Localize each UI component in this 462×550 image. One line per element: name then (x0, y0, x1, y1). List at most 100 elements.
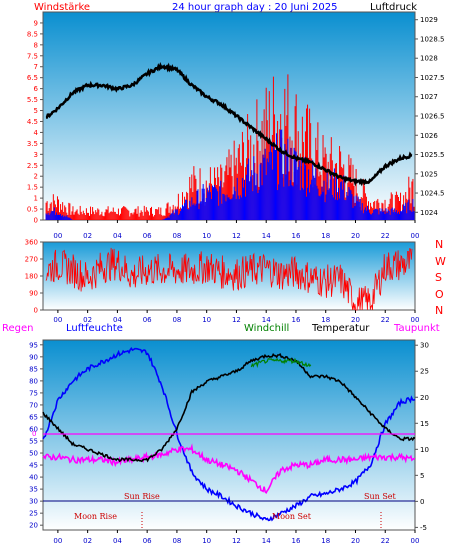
temperature-label: Temperatur (311, 323, 370, 334)
header-title: 24 hour graph day : 20 Juni 2025 (172, 2, 338, 13)
y-tick-label: 3 (34, 151, 38, 159)
y-tick-label: 1027.5 (420, 74, 445, 82)
compass-label-w: W (435, 255, 446, 268)
x-tick-label: 12 (232, 316, 241, 324)
x-tick-label: 22 (381, 537, 390, 545)
y-tick-label: 20 (29, 522, 38, 530)
y-tick-label: 360 (25, 239, 38, 247)
moon-set-label: Moon Set (272, 512, 312, 521)
x-tick-label: 04 (113, 232, 122, 240)
rain-zero-label: 0 (32, 430, 36, 438)
y-tick-label: 1026.5 (420, 113, 445, 121)
dewpoint-line (42, 443, 416, 494)
x-tick-label: 12 (232, 537, 241, 545)
y-tick-label: 85 (29, 365, 38, 373)
y-tick-label: 65 (29, 413, 38, 421)
x-tick-label: 20 (351, 316, 360, 324)
sun-rise-label: Sun Rise (124, 492, 160, 501)
x-tick-label: 14 (262, 232, 271, 240)
y-tick-label: 1024 (420, 209, 438, 217)
y-tick-label: 15 (420, 420, 429, 428)
y-tick-label: 0.5 (27, 206, 38, 214)
y-tick-label: 5 (34, 107, 38, 115)
y-tick-label: 5.5 (27, 96, 38, 104)
humidity-line (42, 347, 416, 522)
y-tick-label: 4 (34, 129, 39, 137)
y-tick-label: 270 (25, 256, 38, 264)
temperature-panel (42, 339, 416, 531)
y-tick-label: -5 (420, 524, 427, 532)
y-tick-label: 45 (29, 462, 38, 470)
sun-set-label: Sun Set (364, 492, 397, 501)
y-tick-label: 95 (29, 341, 38, 349)
x-tick-label: 08 (172, 316, 181, 324)
x-tick-label: 06 (143, 537, 152, 545)
temperature-line (42, 352, 416, 463)
x-tick-label: 00 (53, 316, 62, 324)
x-tick-label: 20 (351, 232, 360, 240)
x-tick-label: 02 (83, 316, 92, 324)
x-tick-label: 00 (411, 232, 420, 240)
y-tick-label: 20 (420, 394, 429, 402)
y-tick-label: 180 (25, 273, 38, 281)
header-pressure-label: Luftdruck (370, 2, 417, 13)
y-tick-label: 8 (34, 41, 38, 49)
x-tick-label: 00 (411, 316, 420, 324)
x-tick-label: 02 (83, 537, 92, 545)
y-tick-label: 1028.5 (420, 35, 445, 43)
y-tick-label: 1 (34, 195, 38, 203)
compass-label-n-top: N (435, 238, 443, 251)
y-tick-label: 1027 (420, 93, 438, 101)
x-tick-label: 14 (262, 537, 271, 545)
y-tick-label: 1025 (420, 170, 438, 178)
x-tick-label: 08 (172, 537, 181, 545)
y-tick-label: 25 (420, 368, 429, 376)
y-tick-label: 1.5 (27, 184, 38, 192)
dewpoint-label: Taupunkt (393, 323, 440, 334)
y-tick-label: 6 (34, 85, 39, 93)
x-tick-label: 16 (291, 232, 300, 240)
x-tick-label: 10 (202, 316, 211, 324)
y-tick-label: 60 (29, 425, 38, 433)
x-tick-label: 12 (232, 232, 241, 240)
y-tick-label: 0 (34, 307, 38, 315)
x-tick-label: 00 (411, 537, 420, 545)
y-tick-label: 55 (29, 438, 38, 446)
x-tick-label: 20 (351, 537, 360, 545)
moon-rise-label: Moon Rise (74, 512, 117, 521)
y-tick-label: 90 (29, 353, 38, 361)
x-tick-label: 14 (262, 316, 271, 324)
x-tick-label: 10 (202, 537, 211, 545)
y-tick-label: 1026 (420, 132, 438, 140)
y-tick-label: 10 (420, 446, 429, 454)
y-tick-label: 80 (29, 377, 38, 385)
wind-direction-line (45, 247, 413, 311)
x-tick-label: 00 (53, 537, 62, 545)
windchill-line (250, 357, 312, 368)
y-tick-label: 2.5 (27, 162, 38, 170)
x-tick-label: 00 (53, 232, 62, 240)
x-tick-label: 16 (291, 537, 300, 545)
y-tick-label: 7.5 (27, 52, 38, 60)
x-tick-label: 18 (321, 537, 330, 545)
y-tick-label: 50 (29, 450, 38, 458)
y-tick-label: 75 (29, 389, 38, 397)
y-tick-label: 40 (29, 474, 38, 482)
x-tick-label: 02 (83, 232, 92, 240)
header-wind-label: Windstärke (34, 2, 90, 13)
x-tick-label: 08 (172, 232, 181, 240)
y-tick-label: 6.5 (27, 74, 38, 82)
y-tick-label: 3.5 (27, 140, 38, 148)
compass-label-o: O (435, 288, 444, 301)
y-tick-label: 1029 (420, 16, 438, 24)
y-tick-label: 0 (34, 217, 38, 225)
rain-label: Regen (2, 323, 34, 334)
x-tick-label: 16 (291, 316, 300, 324)
x-tick-label: 10 (202, 232, 211, 240)
y-tick-label: 2 (34, 173, 38, 181)
y-tick-label: 4.5 (27, 118, 38, 126)
y-tick-label: 8.5 (27, 30, 38, 38)
x-tick-label: 22 (381, 316, 390, 324)
windchill-label: Windchill (244, 323, 289, 334)
